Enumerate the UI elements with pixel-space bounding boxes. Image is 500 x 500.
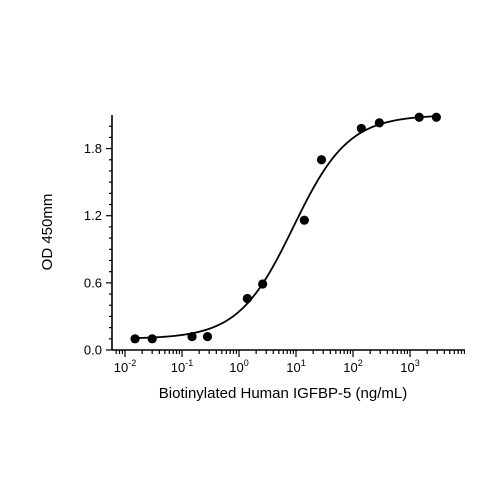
x-tick-label: 101 bbox=[286, 358, 305, 375]
data-point bbox=[356, 123, 366, 134]
data-point bbox=[299, 215, 309, 225]
y-axis-title: OD 450mm bbox=[39, 194, 56, 271]
data-point bbox=[130, 334, 140, 344]
y-axis-ticks: 0.0 0.6 1.2 1.8 bbox=[84, 125, 112, 358]
data-point bbox=[258, 279, 268, 289]
y-tick-label: 0.0 bbox=[84, 343, 102, 358]
x-tick-label: 103 bbox=[400, 358, 419, 375]
x-tick-label: 10-2 bbox=[114, 358, 136, 375]
data-point bbox=[431, 112, 441, 122]
fit-curve-layer bbox=[135, 115, 438, 339]
data-point bbox=[202, 331, 213, 342]
data-point bbox=[316, 155, 327, 165]
fit-curve-line bbox=[135, 115, 438, 339]
data-point bbox=[374, 118, 384, 128]
data-points bbox=[130, 112, 441, 344]
data-point bbox=[147, 334, 157, 344]
x-tick-label: 10-1 bbox=[171, 358, 193, 375]
y-tick-label: 1.8 bbox=[84, 141, 102, 156]
x-tick-label: 100 bbox=[229, 358, 248, 375]
x-axis-ticks: 10-2 10-1 100 101 102 103 bbox=[114, 350, 465, 375]
data-point bbox=[242, 293, 252, 304]
data-point bbox=[414, 112, 424, 122]
x-axis-title: Biotinylated Human IGFBP-5 (ng/mL) bbox=[159, 385, 407, 402]
x-tick-label: 102 bbox=[343, 358, 362, 375]
y-tick-label: 0.6 bbox=[84, 275, 102, 290]
data-point bbox=[187, 331, 197, 342]
y-tick-label: 1.2 bbox=[84, 208, 102, 223]
axes bbox=[111, 115, 465, 351]
